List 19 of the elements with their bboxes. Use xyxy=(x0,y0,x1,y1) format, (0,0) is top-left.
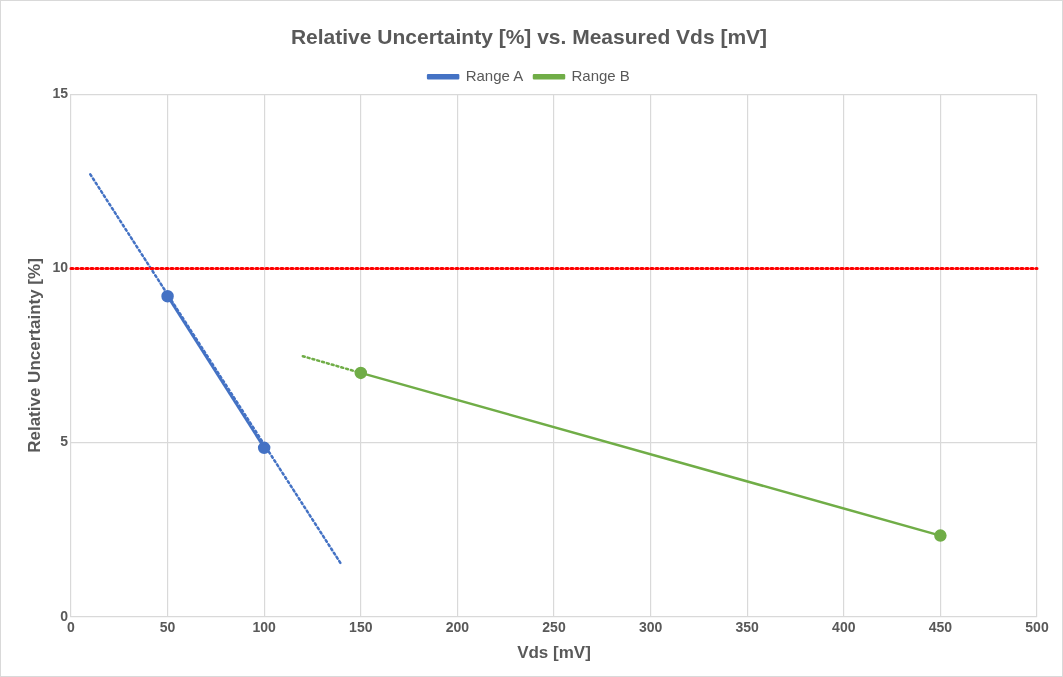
y-axis-title: Relative Uncertainty [%] xyxy=(24,258,44,453)
x-axis-title: Vds [mV] xyxy=(517,643,591,663)
y-tick-label: 15 xyxy=(52,85,69,102)
chart-title: Relative Uncertainty [%] vs. Measured Vds [mV] xyxy=(290,25,768,49)
y-tick-label: 0 xyxy=(60,607,69,624)
x-tick-label: 450 xyxy=(928,619,953,636)
legend-label: Range B xyxy=(571,66,630,84)
x-tick-label: 50 xyxy=(159,619,176,636)
x-tick-label: 500 xyxy=(1025,619,1049,636)
x-tick-label: 300 xyxy=(638,619,663,636)
x-tick-label: 250 xyxy=(542,619,566,636)
x-tick-label: 350 xyxy=(735,619,760,636)
legend-label: Range A xyxy=(465,66,524,84)
y-tick-label: 10 xyxy=(52,259,69,276)
y-tick-label: 5 xyxy=(60,433,69,450)
x-tick-label: 150 xyxy=(349,619,373,636)
x-tick-label: 400 xyxy=(832,619,856,636)
x-tick-label: 200 xyxy=(445,619,470,636)
x-tick-label: 100 xyxy=(252,619,277,636)
